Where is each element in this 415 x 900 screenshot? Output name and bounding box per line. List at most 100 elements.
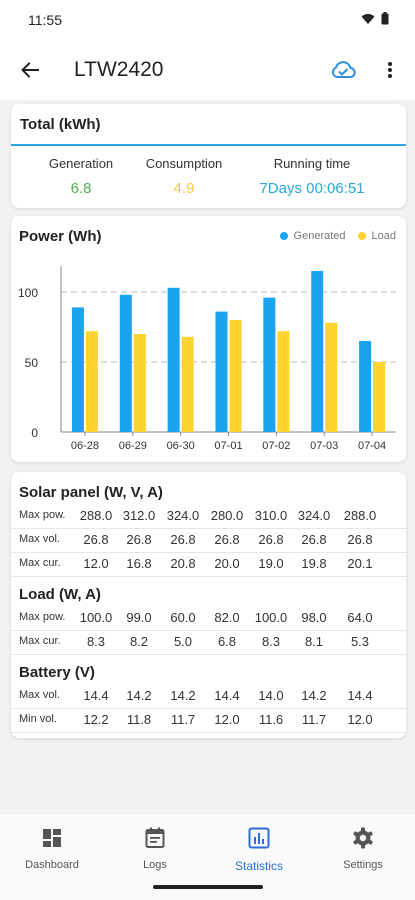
power-title: Power (Wh) [19,228,102,245]
page-title: LTW2420 [74,58,164,81]
row-value: 288.0 [79,508,113,523]
home-indicator [153,885,263,889]
table-row: Max cur. 8.3 8.2 5.0 6.8 8.3 8.1 5.3 [11,632,406,654]
status-icons [361,12,389,25]
table-row: Max cur. 12.0 16.8 20.8 20.0 19.0 19.8 20.1 [11,554,406,576]
x-tick-label: 07-04 [358,440,386,452]
nav-statistics[interactable]: Statistics [214,825,304,873]
row-value: 26.8 [214,532,240,547]
row-value: 26.8 [170,532,196,547]
x-tick-label: 06-28 [71,440,99,452]
row-value: 12.2 [83,712,109,727]
status-bar: 11:55 [0,0,415,42]
x-tick-label: 07-01 [214,440,242,452]
row-value: 8.1 [304,634,324,649]
row-value: 19.8 [301,556,327,571]
row-value: 100.0 [254,610,288,625]
row-value: 310.0 [254,508,288,523]
nav-logs-label: Logs [143,859,167,871]
y-tick-label: 50 [25,356,39,370]
legend-generated-dot [279,232,288,240]
app-bar: LTW2420 [0,42,415,100]
row-value: 20.0 [214,556,240,571]
row-value: 14.4 [83,688,109,703]
table-row: Min vol. 12.2 11.8 11.7 12.0 11.6 11.7 12.0 [11,710,406,732]
y-tick-label: 100 [18,286,38,300]
row-value: 14.0 [258,688,284,703]
row-divider [11,708,406,709]
bar-chart-icon [248,827,270,849]
nav-statistics-label: Statistics [234,859,283,873]
row-value: 12.0 [347,712,373,727]
row-divider [11,654,406,655]
stats-tables-card: Solar panel (W, V, A) Load (W, A) Batter… [11,472,406,738]
row-value: 8.2 [129,634,149,649]
more-menu-button[interactable] [378,56,402,84]
legend-load-dot [357,232,366,240]
legend-load: Load [357,230,396,242]
row-value: 6.8 [217,634,237,649]
bar-load [277,331,290,432]
row-value: 11.7 [170,712,196,727]
bar-generated [167,287,180,432]
row-value: 26.8 [126,532,152,547]
running-time-metric: Running time 7Days 00:06:51 [245,156,379,197]
nav-dashboard-label: Dashboard [25,859,79,871]
consumption-metric: Consumption 4.9 [134,156,234,197]
nav-logs[interactable]: Logs [110,825,200,871]
more-vert-icon [388,62,392,78]
running-time-value: 7Days 00:06:51 [259,180,365,197]
row-value: 8.3 [86,634,106,649]
power-chart: 0 50 100 06-28 06-29 06-30 07-01 07-02 07-03 07-0… [18,266,396,452]
row-value: 98.0 [301,610,327,625]
row-value: 12.0 [214,712,240,727]
bar-generated [119,294,132,432]
row-value: 100.0 [79,610,113,625]
row-label: Max vol. [19,533,60,545]
table-row: Max vol. 26.8 26.8 26.8 26.8 26.8 26.8 26.8 [11,530,406,552]
table-row: Max vol. 14.4 14.2 14.2 14.4 14.0 14.2 14.4 [11,686,406,708]
row-value: 14.2 [126,688,152,703]
nav-settings[interactable]: Settings [318,825,408,871]
row-value: 82.0 [214,610,240,625]
cloud-sync-button[interactable] [328,56,358,84]
row-value: 288.0 [343,508,377,523]
row-label: Max pow. [19,509,66,521]
bar-load [325,322,338,432]
row-value: 16.8 [126,556,152,571]
row-label: Max vol. [19,689,60,701]
bar-load [133,334,146,432]
row-value: 64.0 [347,610,373,625]
row-value: 14.4 [214,688,240,703]
chart-legend: Generated Load [272,230,396,242]
row-value: 99.0 [126,610,152,625]
row-value: 312.0 [122,508,156,523]
row-value: 26.8 [258,532,284,547]
nav-settings-label: Settings [343,859,383,871]
row-value: 11.7 [301,712,327,727]
row-value: 26.8 [347,532,373,547]
cloud-check-icon [331,61,356,78]
nav-dashboard[interactable]: Dashboard [7,825,97,871]
consumption-label: Consumption [145,156,223,171]
row-value: 280.0 [210,508,244,523]
total-card: Total (kWh) Generation 6.8 Consumption 4… [11,104,406,208]
row-value: 5.0 [173,634,193,649]
total-title: Total (kWh) [20,116,101,133]
row-label: Max cur. [19,635,61,647]
row-divider [11,576,406,577]
row-value: 19.0 [258,556,284,571]
generation-metric: Generation 6.8 [33,156,129,197]
row-divider [11,552,406,553]
row-value: 5.3 [350,634,370,649]
calendar-icon [145,827,165,848]
back-button[interactable] [16,56,44,84]
bar-generated [215,311,228,432]
row-value: 8.3 [261,634,281,649]
row-value: 324.0 [166,508,200,523]
row-value: 60.0 [170,610,196,625]
power-card: Power (Wh) Generated Load 0 50 100 06-28 06-… [11,216,406,462]
bar-generated [71,307,84,432]
x-tick-label: 07-03 [310,440,338,452]
bar-load [181,336,194,432]
